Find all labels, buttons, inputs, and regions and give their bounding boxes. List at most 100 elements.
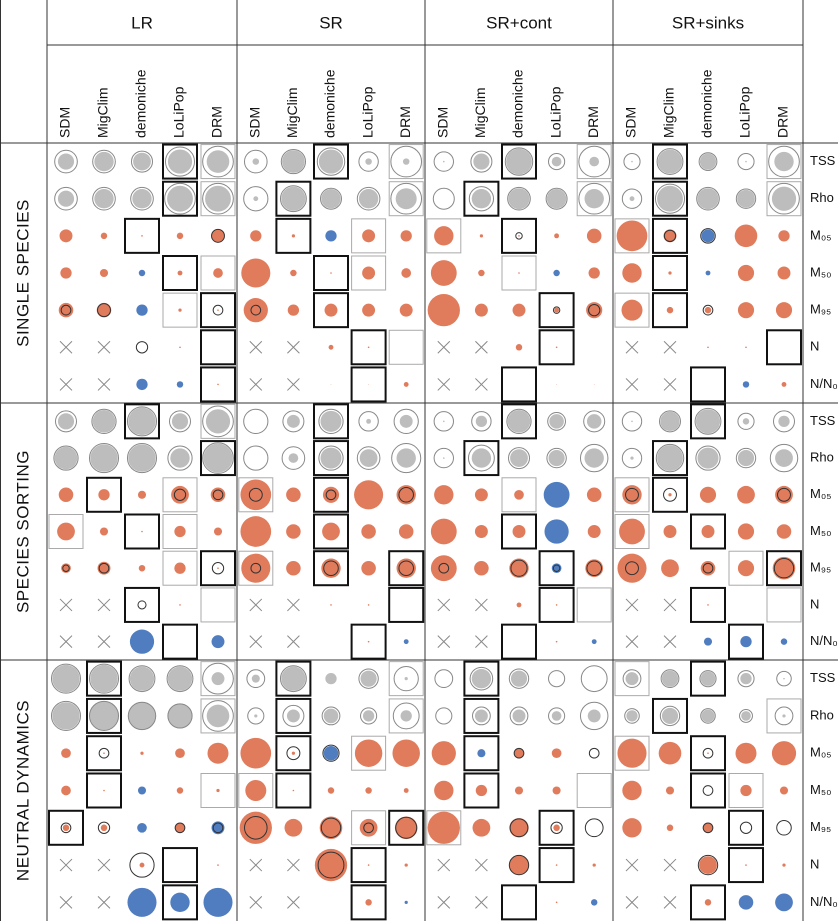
ring-circle	[212, 822, 224, 834]
value-circle	[474, 709, 488, 723]
metric-label: M₉₅	[810, 302, 831, 317]
ring-circle	[435, 707, 453, 725]
value-circle	[321, 189, 341, 209]
cell-box	[313, 476, 349, 513]
value-circle	[779, 786, 789, 795]
value-circle	[90, 444, 118, 472]
value-circle	[508, 188, 530, 210]
value-circle	[287, 304, 300, 316]
value-circle	[368, 384, 369, 385]
ring-circle	[735, 188, 757, 209]
ring-circle	[504, 147, 534, 176]
cell-box	[275, 735, 312, 772]
cell-box	[538, 586, 575, 623]
cell-box	[162, 255, 198, 291]
value-circle	[137, 822, 147, 833]
value-circle	[240, 516, 272, 547]
cell-box	[538, 847, 575, 884]
model-label: LoLiPop	[171, 86, 187, 138]
cell-box	[313, 292, 349, 329]
metric-label: TSS	[810, 413, 836, 428]
value-circle	[167, 703, 193, 729]
cell-box	[614, 514, 650, 549]
value-circle	[240, 737, 272, 769]
value-circle	[136, 304, 148, 316]
value-circle	[740, 635, 752, 648]
cell-box	[426, 218, 462, 254]
ring-circle	[548, 707, 566, 725]
ring-circle	[390, 145, 423, 178]
value-circle	[556, 384, 557, 385]
ring-circle	[318, 408, 344, 434]
ring-circle	[694, 407, 722, 435]
value-circle	[291, 751, 296, 755]
value-circle	[60, 267, 72, 279]
value-circle	[89, 701, 119, 731]
ring-circle	[776, 820, 792, 836]
ring-circle	[392, 702, 420, 730]
value-circle	[514, 786, 524, 795]
ring-circle	[250, 562, 262, 574]
model-label: MigClim	[472, 87, 488, 138]
value-circle	[318, 149, 344, 174]
ring-circle	[697, 854, 719, 876]
value-circle	[320, 447, 342, 469]
value-circle	[176, 787, 184, 794]
model-label: demoniche	[699, 69, 715, 138]
value-circle	[57, 413, 75, 430]
value-circle	[96, 302, 112, 318]
not-available-cross	[287, 635, 300, 648]
cell-box	[540, 662, 574, 696]
value-circle	[546, 189, 567, 209]
section-label: SPECIES SORTING	[13, 450, 32, 613]
value-circle	[362, 710, 375, 722]
metric-label: N	[810, 857, 819, 872]
value-circle	[661, 559, 679, 578]
ring-circle	[470, 150, 493, 173]
ring-circle	[358, 668, 379, 689]
not-available-cross	[97, 858, 111, 872]
value-circle	[361, 524, 376, 539]
not-available-cross	[437, 378, 451, 391]
value-circle	[286, 524, 301, 539]
metric-label: M₀₅	[810, 227, 831, 242]
ring-circle	[547, 411, 566, 431]
value-circle	[178, 308, 182, 312]
value-circle	[555, 640, 558, 643]
cell-box	[690, 403, 726, 440]
value-circle	[740, 672, 752, 685]
section-label: SINGLE SPECIES	[13, 199, 32, 347]
value-circle	[359, 449, 378, 467]
cell-box	[728, 847, 764, 884]
cell-box	[501, 217, 537, 254]
not-available-cross	[625, 340, 639, 354]
ring-circle	[552, 564, 561, 572]
ring-circle	[323, 560, 339, 576]
value-circle	[57, 522, 75, 541]
value-circle	[621, 299, 643, 321]
value-circle	[205, 409, 231, 434]
value-circle	[737, 189, 755, 208]
not-available-cross	[59, 896, 73, 909]
value-circle	[544, 519, 569, 544]
cell-box	[388, 661, 424, 697]
cell-box	[463, 180, 500, 217]
value-circle	[243, 298, 268, 323]
ring-circle	[282, 704, 305, 727]
cell-box	[200, 550, 236, 587]
value-circle	[206, 704, 230, 728]
cell-box	[350, 329, 387, 366]
cell-box	[652, 143, 688, 180]
cell-box	[275, 217, 312, 254]
value-circle	[90, 664, 118, 693]
value-circle	[179, 604, 181, 606]
ring-circle	[507, 186, 531, 211]
cell-box	[86, 772, 122, 809]
metric-label: M₀₅	[810, 745, 831, 760]
cell-box	[766, 181, 802, 217]
cell-box	[427, 182, 461, 216]
value-circle	[590, 899, 598, 906]
cell-box	[313, 440, 349, 477]
ring-circle	[438, 562, 450, 574]
not-available-cross	[663, 896, 677, 909]
